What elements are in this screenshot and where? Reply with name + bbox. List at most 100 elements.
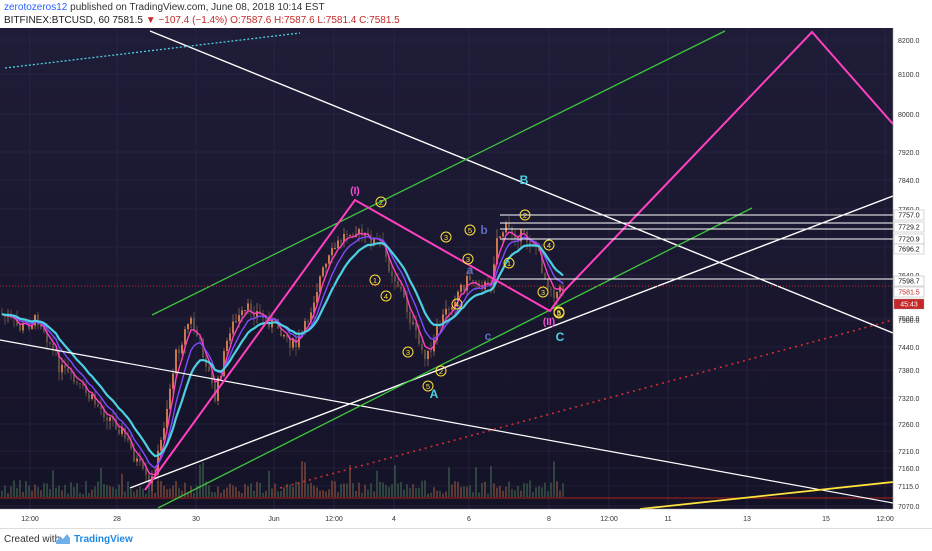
volume-bar xyxy=(508,481,510,497)
svg-text:7720.9: 7720.9 xyxy=(898,237,920,244)
candle xyxy=(310,312,312,322)
candle xyxy=(1,313,3,315)
volume-bar xyxy=(286,484,288,497)
volume-bar xyxy=(235,487,237,497)
candle xyxy=(469,276,471,281)
circled-wave-number: 3 xyxy=(402,346,414,358)
candle xyxy=(160,439,162,451)
volume-bar xyxy=(115,488,117,497)
volume-bar xyxy=(271,488,273,497)
circled-wave-number: 5 xyxy=(422,380,434,392)
volume-bar xyxy=(268,470,270,497)
volume-bar xyxy=(520,490,522,497)
volume-bar xyxy=(82,493,84,497)
author-link[interactable]: zerotozeros12 xyxy=(4,2,68,13)
svg-text:3: 3 xyxy=(466,255,470,264)
time-tick: 12:00 xyxy=(325,516,343,523)
candle xyxy=(148,474,150,483)
volume-bar xyxy=(148,483,150,497)
volume-bar xyxy=(514,490,516,497)
volume-bar xyxy=(232,485,234,497)
candle xyxy=(40,325,42,327)
price-tick: 8100.0 xyxy=(898,72,920,79)
channel-lower-line xyxy=(157,207,753,509)
candle xyxy=(304,321,306,333)
candle xyxy=(58,351,60,373)
candle xyxy=(289,337,291,348)
volume-bar xyxy=(346,483,348,497)
volume-bar xyxy=(55,487,57,497)
candle xyxy=(298,335,300,348)
wave-label: a xyxy=(467,263,474,277)
volume-bar xyxy=(277,491,279,497)
volume-bar xyxy=(313,485,315,497)
volume-bar xyxy=(358,482,360,497)
candle xyxy=(436,325,438,341)
volume-bar xyxy=(352,482,354,497)
price-tag: 7729.2 xyxy=(893,221,925,233)
tradingview-brand[interactable]: TradingView xyxy=(74,534,133,545)
price-tag: 7696.2 xyxy=(893,243,925,255)
volume-bar xyxy=(298,482,300,497)
candle xyxy=(325,263,327,268)
volume-bar xyxy=(283,487,285,497)
tradingview-logo-icon xyxy=(56,534,70,544)
circled-wave-number: 5 xyxy=(553,307,565,319)
volume-bar xyxy=(472,492,474,497)
candle xyxy=(190,317,192,324)
volume-bar xyxy=(262,492,264,497)
volume-bar xyxy=(475,467,477,497)
candle xyxy=(16,318,18,325)
volume-bar xyxy=(502,490,504,497)
volume-bar xyxy=(61,490,63,497)
svg-text:3: 3 xyxy=(541,288,545,297)
candle xyxy=(226,340,228,352)
time-tick: 11 xyxy=(664,516,671,523)
volume-bar xyxy=(505,486,507,497)
volume-bar xyxy=(166,489,168,497)
volume-bar xyxy=(181,490,183,497)
volume-bar xyxy=(250,483,252,497)
volume-bar xyxy=(52,470,54,497)
volume-bar xyxy=(109,486,111,497)
volume-bar xyxy=(394,465,396,497)
volume-bar xyxy=(355,491,357,497)
candle xyxy=(172,373,174,389)
candle xyxy=(31,325,33,329)
volume-bar xyxy=(43,483,45,497)
volume-bar xyxy=(292,486,294,497)
volume-bar xyxy=(7,492,9,497)
candle xyxy=(127,438,129,441)
chart-header: zerotozeros12 published on TradingView.c… xyxy=(0,0,932,28)
candle xyxy=(136,458,138,462)
time-tick: 6 xyxy=(467,516,471,523)
price-tag: 7720.9 xyxy=(893,233,925,245)
volume-bar xyxy=(526,483,528,497)
candle xyxy=(373,238,375,246)
time-axis[interactable] xyxy=(0,509,932,528)
price-tick: 7500.0 xyxy=(898,318,920,325)
volume-bar xyxy=(490,465,492,497)
volume-bar xyxy=(133,491,135,497)
volume-bar xyxy=(436,490,438,497)
time-tick: 4 xyxy=(392,516,396,523)
wave-label: B xyxy=(520,173,529,187)
ascending-trend-line xyxy=(129,195,893,489)
volume-bar xyxy=(304,462,306,497)
volume-bar xyxy=(349,465,351,497)
candle xyxy=(37,314,39,326)
candle xyxy=(145,468,147,475)
channel-upper-line xyxy=(151,30,726,316)
candle xyxy=(79,382,81,384)
price-tick: 7210.0 xyxy=(898,449,920,456)
candle xyxy=(118,429,120,434)
candle xyxy=(64,364,66,369)
candle xyxy=(292,338,294,348)
candle xyxy=(523,229,525,232)
svg-text:7598.7: 7598.7 xyxy=(898,279,920,286)
volume-bar xyxy=(214,492,216,497)
volume-bar xyxy=(322,490,324,497)
footer: Created with TradingView xyxy=(0,528,932,551)
wave-label: b xyxy=(480,223,487,237)
